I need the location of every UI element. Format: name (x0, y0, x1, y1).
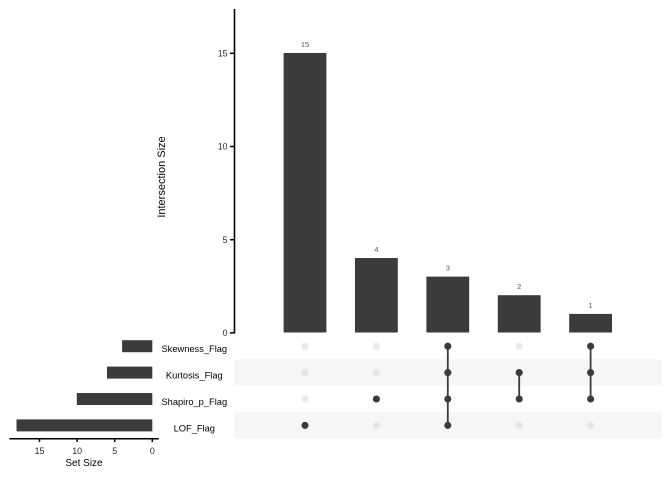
svg-text:LOF_Flag: LOF_Flag (174, 423, 215, 433)
svg-text:15: 15 (301, 40, 309, 49)
svg-text:3: 3 (446, 264, 450, 273)
svg-text:Kurtosis_Flag: Kurtosis_Flag (166, 371, 223, 381)
svg-text:0: 0 (150, 446, 155, 456)
svg-text:0: 0 (223, 328, 228, 338)
svg-text:10: 10 (72, 446, 82, 456)
svg-text:4: 4 (374, 245, 378, 254)
svg-text:1: 1 (589, 301, 593, 310)
svg-text:2: 2 (517, 282, 521, 291)
svg-text:Intersection Size: Intersection Size (156, 136, 168, 217)
svg-text:15: 15 (35, 446, 45, 456)
svg-text:10: 10 (218, 142, 228, 152)
svg-text:Set Size: Set Size (65, 458, 103, 469)
svg-text:Skewness_Flag: Skewness_Flag (161, 344, 227, 354)
svg-text:Shapiro_p_Flag: Shapiro_p_Flag (161, 397, 227, 407)
svg-text:5: 5 (112, 446, 117, 456)
svg-text:15: 15 (218, 48, 228, 58)
svg-text:5: 5 (223, 235, 228, 245)
